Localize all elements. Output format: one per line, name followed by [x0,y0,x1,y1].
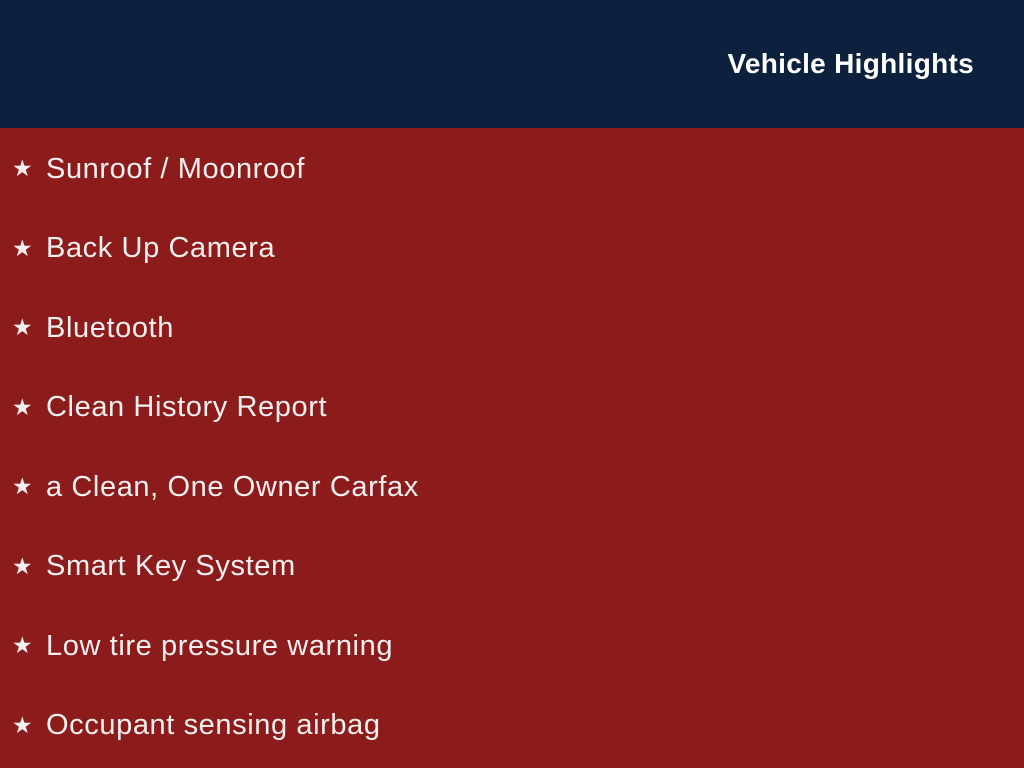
feature-label: Occupant sensing airbag [46,709,381,742]
feature-label: a Clean, One Owner Carfax [46,470,419,503]
star-icon: ★ [12,711,33,738]
feature-label: Back Up Camera [46,232,276,265]
list-item: ★ Clean History Report [0,391,1024,424]
star-icon: ★ [12,393,33,420]
list-item: ★ Bluetooth [0,311,1024,345]
feature-label: Bluetooth [46,311,174,344]
list-item: ★ Sunroof / Moonroof [0,152,1024,186]
star-icon: ★ [12,314,33,341]
feature-label: Sunroof / Moonroof [46,152,306,185]
highlights-list: ★ Sunroof / Moonroof ★ Back Up Camera ★ Bluet… [0,128,1024,768]
feature-label: Smart Key System [46,550,296,583]
list-item: ★ Occupant sensing airbag [0,709,1024,742]
star-icon: ★ [12,552,33,579]
star-icon: ★ [12,234,33,261]
feature-label: Clean History Report [46,391,328,424]
star-icon: ★ [12,632,33,659]
list-item: ★ Low tire pressure warning [0,629,1024,663]
list-item: ★ Smart Key System [0,550,1024,583]
list-item: ★ a Clean, One Owner Carfax [0,470,1024,504]
list-item: ★ Back Up Camera [0,232,1024,265]
star-icon: ★ [12,155,33,182]
header-bar: Vehicle Highlights [0,0,1024,128]
star-icon: ★ [12,473,33,500]
page-title: Vehicle Highlights [727,48,974,79]
feature-label: Low tire pressure warning [46,629,394,662]
